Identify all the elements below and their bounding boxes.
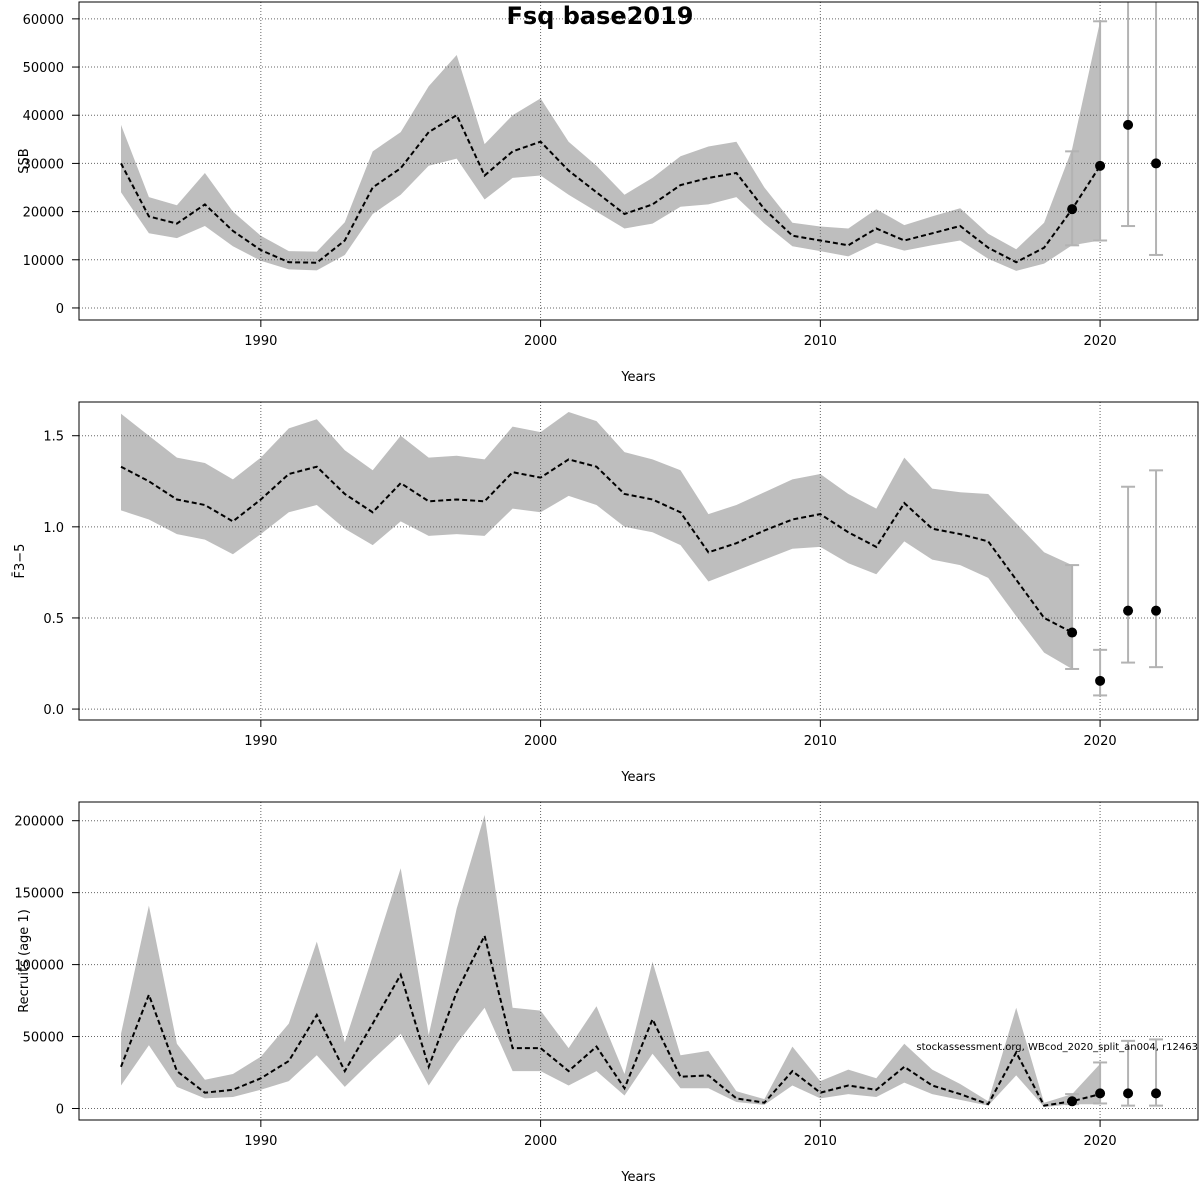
confidence-band — [121, 412, 1073, 669]
x-axis-title: Years — [620, 370, 656, 385]
data-point — [1123, 119, 1134, 130]
y-tick-label: 0 — [56, 302, 64, 317]
data-point — [1151, 605, 1162, 616]
y-tick-label: 1.5 — [43, 430, 64, 445]
plot-frame — [78, 1, 1199, 321]
errorbar — [1065, 564, 1080, 670]
estimate-line — [120, 113, 1101, 264]
x-tick-label: 1990 — [244, 334, 277, 349]
y-axis-title: F̄3−5 — [13, 544, 28, 579]
x-tick-label: 2020 — [1084, 1134, 1117, 1149]
data-point — [1067, 627, 1078, 638]
data-point — [1123, 605, 1134, 616]
y-tick-label: 50000 — [23, 61, 64, 76]
y-tick-label: 40000 — [23, 109, 64, 124]
x-tick-label: 1990 — [244, 734, 277, 749]
x-axis-title: Years — [620, 770, 656, 785]
y-tick-label: 100000 — [14, 959, 64, 974]
x-tick-label: 2020 — [1084, 734, 1117, 749]
data-point — [1067, 204, 1078, 215]
errorbar — [1121, 2, 1136, 228]
x-axis-title: Years — [620, 1170, 656, 1185]
data-point — [1151, 158, 1162, 169]
panel-fbar: 1990 2000 2010 2020 0.0 0.5 1.0 1.5 Years F̄3−5 — [13, 401, 1199, 785]
panel-recruits: 1990 2000 2010 2020 0 50000 100000 150000 200000… — [14, 801, 1199, 1185]
y-tick-label: 0 — [56, 1102, 64, 1117]
y-axis-title: Recruits (age 1) — [17, 909, 32, 1013]
x-tick-label: 2020 — [1084, 334, 1117, 349]
y-tick-label: 1.0 — [43, 521, 64, 536]
data-point — [1151, 1088, 1162, 1099]
y-tick-label: 0.5 — [43, 612, 64, 627]
x-tick-label: 2010 — [804, 734, 837, 749]
x-tick-label: 2000 — [524, 1134, 557, 1149]
x-tick-label: 1990 — [244, 1134, 277, 1149]
data-point — [1067, 1096, 1078, 1107]
x-tick-label: 2000 — [524, 334, 557, 349]
y-tick-label: 0.0 — [43, 703, 64, 718]
y-tick-label: 150000 — [14, 887, 64, 902]
errorbar — [1065, 150, 1080, 247]
credit-annotation: stockassessment.org, WBcod_2020_split_an… — [916, 1042, 1198, 1053]
confidence-band — [121, 21, 1101, 271]
y-tick-label: 50000 — [23, 1031, 64, 1046]
y-tick-label: 20000 — [23, 206, 64, 221]
chart-title: Fsq base2019 — [507, 2, 694, 30]
errorbar — [1121, 485, 1136, 664]
y-tick-label: 30000 — [23, 157, 64, 172]
errorbar — [1149, 469, 1164, 669]
x-tick-label: 2000 — [524, 734, 557, 749]
errorbar — [1093, 20, 1108, 242]
data-point — [1095, 160, 1106, 171]
panel-ssb: 1990 2000 2010 2020 0 10000 20000 30000 40000 500… — [17, 1, 1199, 385]
x-tick-label: 2010 — [804, 1134, 837, 1149]
x-tick-label: 2010 — [804, 334, 837, 349]
confidence-band — [121, 815, 1101, 1107]
data-point — [1095, 675, 1106, 686]
estimate-line — [120, 458, 1073, 634]
errorbar — [1149, 2, 1164, 256]
y-tick-label: 60000 — [23, 13, 64, 28]
data-point — [1123, 1088, 1134, 1099]
y-tick-label: 10000 — [23, 254, 64, 269]
estimate-line — [120, 932, 1101, 1107]
errorbar — [1093, 648, 1108, 697]
data-point — [1095, 1088, 1106, 1099]
plot-frame — [78, 801, 1199, 1121]
y-axis-title: SSB — [17, 148, 32, 173]
y-tick-label: 200000 — [14, 815, 64, 830]
plot-frame — [78, 401, 1199, 721]
